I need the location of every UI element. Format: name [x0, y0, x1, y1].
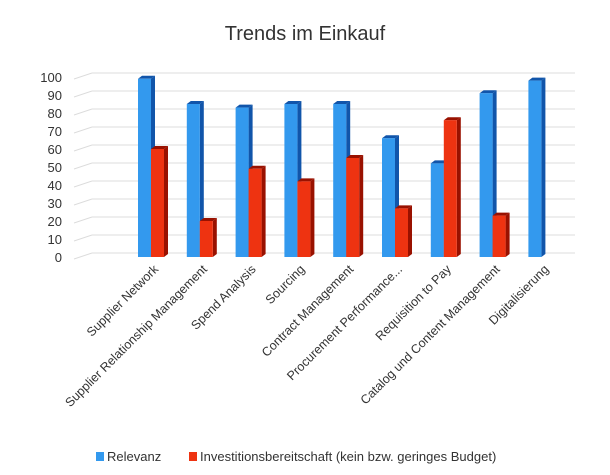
bar-top	[382, 135, 399, 139]
gridline-depth	[73, 234, 93, 242]
bar-side	[199, 101, 204, 257]
legend-swatch	[96, 452, 104, 461]
bar-top	[395, 205, 412, 209]
legend: Relevanz Investitionsbereitschaft (kein b…	[96, 449, 496, 464]
y-tick-label: 10	[48, 232, 62, 247]
y-tick-label: 40	[48, 178, 62, 193]
bar-side	[310, 178, 315, 257]
bar-side	[261, 165, 266, 257]
bar-side	[541, 77, 546, 257]
bar-top	[346, 155, 364, 158]
gridline-depth	[73, 108, 93, 116]
legend-label: Relevanz	[107, 449, 161, 464]
bar-top	[492, 212, 510, 216]
bar-side	[505, 212, 510, 257]
bar-top	[186, 101, 204, 104]
bar-top	[284, 101, 302, 104]
bar-side	[456, 117, 461, 257]
bar-top	[138, 75, 155, 79]
y-tick-label: 50	[48, 160, 62, 175]
bar-relevanz	[479, 93, 493, 257]
bar-investitionsbereitschaft	[297, 181, 311, 257]
bar-top	[235, 104, 253, 108]
gridline-depth	[73, 126, 93, 134]
bar-relevanz	[333, 104, 347, 257]
legend-label: Investitionsbereitschaft (kein bzw. geri…	[200, 449, 496, 464]
bar-investitionsbereitschaft	[346, 158, 360, 257]
bar-top	[528, 77, 546, 81]
bar-top	[297, 178, 315, 182]
bar-top	[430, 160, 448, 164]
y-tick-label: 100	[40, 70, 62, 85]
bar-investitionsbereitschaft	[492, 215, 506, 257]
y-tick-label: 30	[48, 196, 62, 211]
bar-side	[212, 218, 217, 257]
y-tick-label: 90	[48, 88, 62, 103]
bar-relevanz	[382, 138, 395, 257]
y-tick-label: 70	[48, 124, 62, 139]
gridline-depth	[73, 72, 93, 80]
bar-investitionsbereitschaft	[248, 168, 262, 257]
gridline-depth	[73, 198, 93, 206]
gridline-depth	[73, 216, 93, 224]
y-tick-label: 60	[48, 142, 62, 157]
bar-relevanz	[430, 163, 444, 257]
x-tick-label: Contract Management	[259, 262, 357, 360]
y-tick-label: 20	[48, 214, 62, 229]
legend-swatch	[189, 452, 197, 461]
bars	[138, 75, 546, 257]
bar-relevanz	[138, 78, 151, 257]
bar-side	[164, 146, 168, 257]
gridline-depth	[73, 252, 93, 260]
bar-investitionsbereitschaft	[199, 221, 213, 257]
gridline-depth	[73, 162, 93, 170]
bar-relevanz	[284, 104, 298, 257]
x-tick-label: Sourcing	[263, 262, 308, 307]
y-axis-ticks: 0 10 20 30 40 50 60 70 80 90 100	[40, 70, 62, 265]
gridline-depth	[73, 180, 93, 188]
bar-side	[408, 205, 412, 257]
bar-top	[248, 165, 266, 169]
bar-top	[151, 146, 168, 149]
bar-investitionsbereitschaft	[151, 149, 164, 257]
bar-top	[479, 90, 497, 94]
bar-relevanz	[186, 104, 200, 257]
gridline-depth	[73, 144, 93, 152]
bar-investitionsbereitschaft	[395, 208, 408, 257]
bar-top	[199, 218, 217, 221]
bar-side	[359, 155, 364, 257]
gridline-depth	[73, 90, 93, 98]
bar-top	[333, 101, 351, 104]
bar-top	[443, 117, 461, 121]
chart-title: Trends im Einkauf	[225, 23, 386, 45]
y-tick-label: 0	[55, 250, 62, 265]
bar-relevanz	[235, 107, 249, 257]
bar-investitionsbereitschaft	[443, 120, 457, 257]
bar-relevanz	[528, 80, 542, 257]
y-tick-label: 80	[48, 106, 62, 121]
